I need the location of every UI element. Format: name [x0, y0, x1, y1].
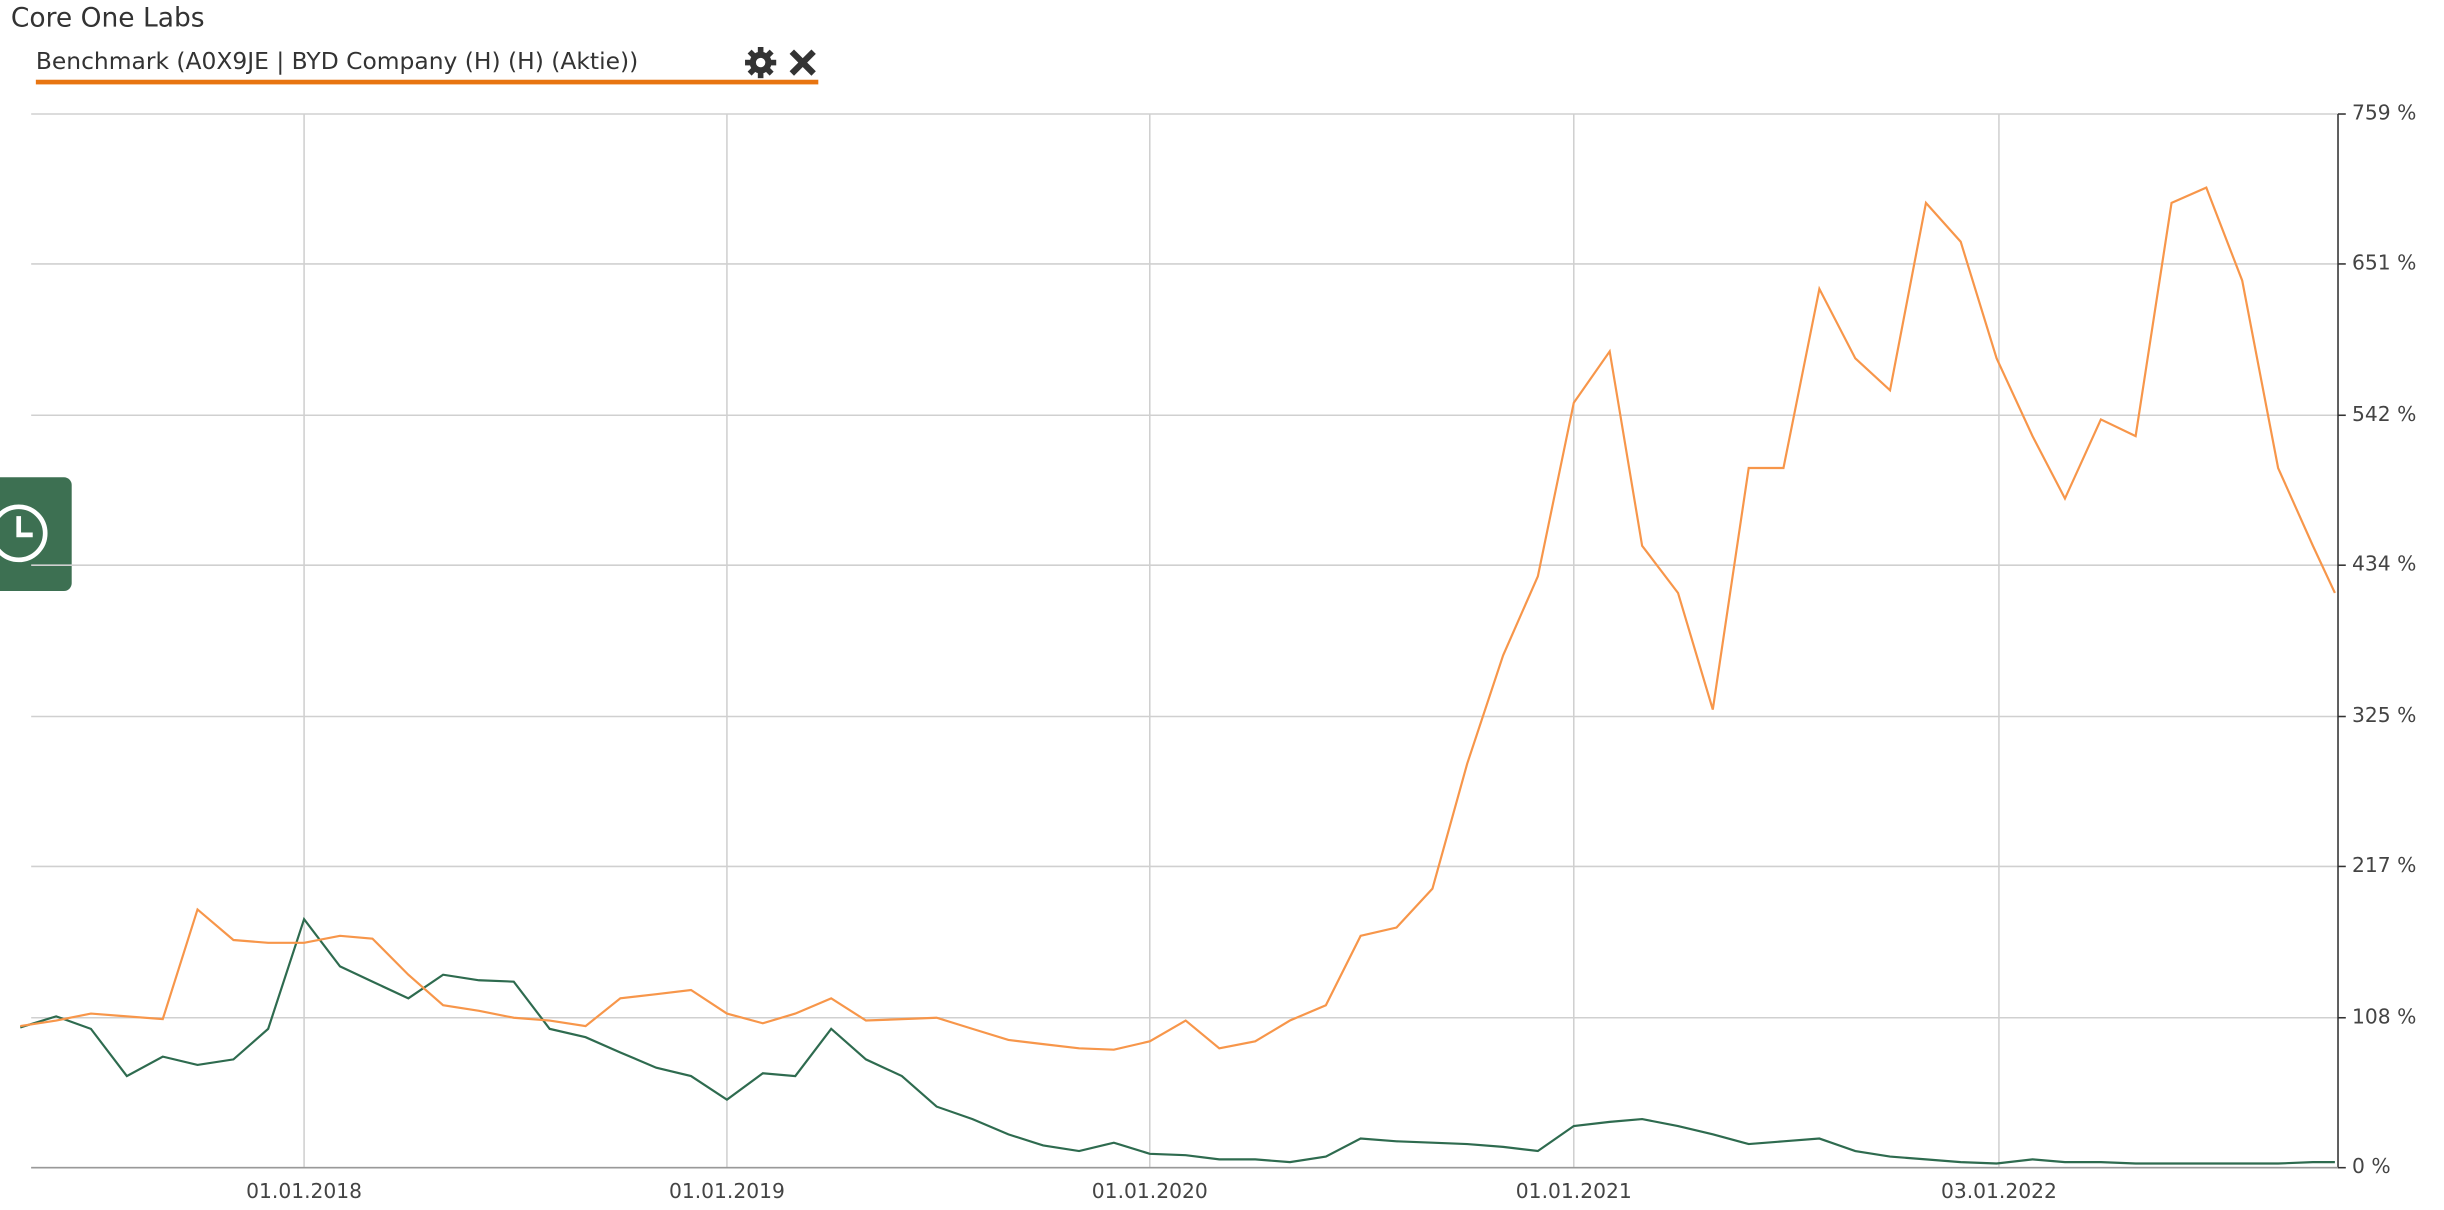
y-tick-label: 651 % — [2352, 250, 2416, 274]
benchmark-label[interactable]: Benchmark (A0X9JE | BYD Company (H) (H) … — [36, 47, 638, 75]
series-label: Core One Labs — [11, 2, 205, 33]
y-tick-label: 434 % — [2352, 552, 2416, 576]
x-tick-label: 01.01.2021 — [1516, 1179, 1632, 1203]
x-tick-label: 01.01.2020 — [1092, 1179, 1208, 1203]
y-tick-label: 542 % — [2352, 402, 2416, 426]
y-tick-label: 217 % — [2352, 853, 2416, 877]
settings-icon[interactable] — [745, 46, 777, 79]
series-line — [19, 916, 2335, 1165]
y-tick-label: 0 % — [2352, 1154, 2391, 1178]
y-tick-label: 325 % — [2352, 703, 2416, 727]
y-tick-label: 759 % — [2352, 101, 2416, 125]
x-tick-label: 01.01.2018 — [246, 1179, 362, 1203]
x-tick-label: 01.01.2019 — [669, 1179, 785, 1203]
y-tick-label: 108 % — [2352, 1004, 2416, 1028]
benchmark-underline — [35, 79, 819, 85]
close-icon[interactable] — [789, 49, 816, 76]
x-tick-label: 03.01.2022 — [1941, 1179, 2057, 1203]
series-line — [20, 186, 2336, 1051]
history-button[interactable] — [0, 477, 72, 591]
